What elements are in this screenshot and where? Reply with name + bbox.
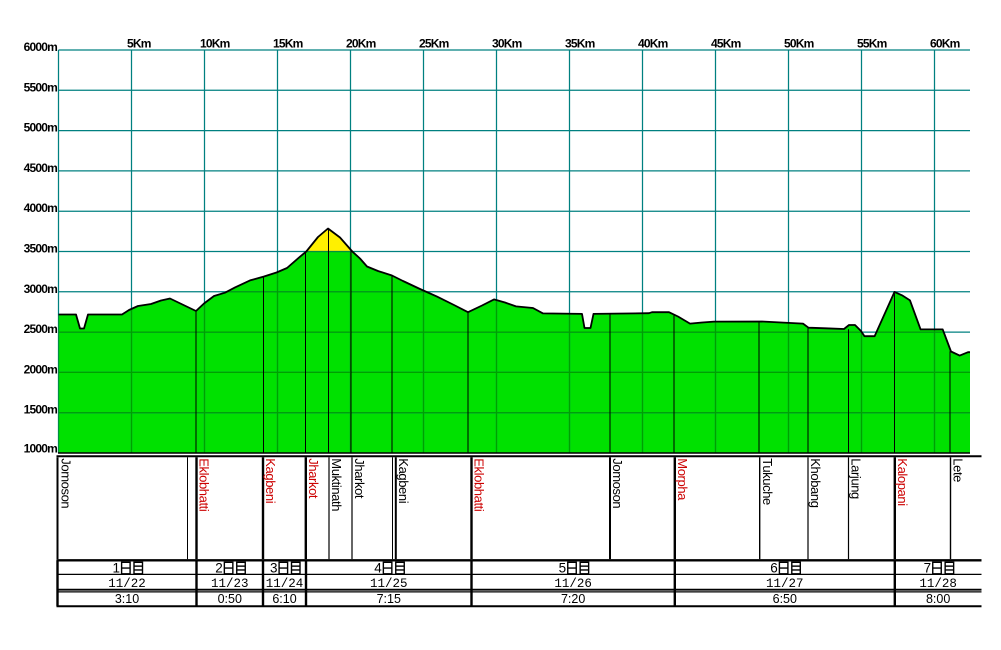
svg-text:Jharkot: Jharkot xyxy=(306,458,321,499)
svg-text:Tukuche: Tukuche xyxy=(760,458,775,505)
svg-text:4500m: 4500m xyxy=(24,161,57,175)
svg-text:6000m: 6000m xyxy=(24,40,57,54)
svg-text:5Km: 5Km xyxy=(127,37,151,51)
svg-text:60Km: 60Km xyxy=(930,37,960,51)
svg-text:7:20: 7:20 xyxy=(561,592,585,606)
svg-text:3: 3 xyxy=(270,561,278,576)
svg-text:3:10: 3:10 xyxy=(115,592,139,606)
svg-text:55Km: 55Km xyxy=(857,37,887,51)
svg-text:1500m: 1500m xyxy=(24,403,57,417)
svg-text:Kalopani: Kalopani xyxy=(895,458,910,506)
svg-text:50Km: 50Km xyxy=(784,37,814,51)
svg-text:7: 7 xyxy=(924,561,932,576)
svg-text:1000m: 1000m xyxy=(24,442,57,456)
svg-text:0:50: 0:50 xyxy=(218,592,242,606)
svg-text:Eklobhatti: Eklobhatti xyxy=(472,458,487,512)
svg-text:11/23: 11/23 xyxy=(211,577,249,591)
svg-text:25Km: 25Km xyxy=(419,37,449,51)
svg-text:Eklobhatti: Eklobhatti xyxy=(197,458,212,512)
svg-text:11/22: 11/22 xyxy=(108,577,146,591)
svg-text:45Km: 45Km xyxy=(711,37,741,51)
svg-text:8:00: 8:00 xyxy=(926,592,950,606)
svg-text:40Km: 40Km xyxy=(638,37,668,51)
svg-text:Muktinath: Muktinath xyxy=(329,458,344,511)
svg-text:6: 6 xyxy=(770,561,778,576)
svg-text:2000m: 2000m xyxy=(24,362,57,376)
svg-text:Kagbeni: Kagbeni xyxy=(396,458,411,503)
svg-text:Jomoson: Jomoson xyxy=(59,458,74,508)
svg-text:10Km: 10Km xyxy=(200,37,230,51)
svg-text:3000m: 3000m xyxy=(24,282,57,296)
svg-text:15Km: 15Km xyxy=(273,37,303,51)
svg-text:11/25: 11/25 xyxy=(370,577,408,591)
svg-text:Jomoson: Jomoson xyxy=(610,458,625,508)
svg-text:4: 4 xyxy=(374,561,382,576)
svg-text:2500m: 2500m xyxy=(24,322,57,336)
svg-text:5500m: 5500m xyxy=(24,80,57,94)
svg-text:11/24: 11/24 xyxy=(266,577,304,591)
svg-text:6:10: 6:10 xyxy=(272,592,296,606)
svg-text:11/28: 11/28 xyxy=(919,577,957,591)
svg-text:35Km: 35Km xyxy=(565,37,595,51)
svg-text:2: 2 xyxy=(215,561,223,576)
svg-text:Khobang: Khobang xyxy=(808,458,823,507)
svg-text:Lete: Lete xyxy=(951,458,966,482)
svg-text:Kagbeni: Kagbeni xyxy=(263,458,278,503)
svg-text:7:15: 7:15 xyxy=(377,592,401,606)
svg-text:1: 1 xyxy=(112,561,120,576)
svg-text:4000m: 4000m xyxy=(24,201,57,215)
svg-text:20Km: 20Km xyxy=(346,37,376,51)
svg-text:5: 5 xyxy=(559,561,567,576)
svg-text:Morpha: Morpha xyxy=(675,458,690,501)
svg-text:Jharkot: Jharkot xyxy=(352,458,367,499)
svg-text:3500m: 3500m xyxy=(24,242,57,256)
svg-text:30Km: 30Km xyxy=(492,37,522,51)
svg-text:11/26: 11/26 xyxy=(554,577,592,591)
svg-text:Larjung: Larjung xyxy=(849,458,864,499)
svg-text:11/27: 11/27 xyxy=(766,577,804,591)
svg-text:6:50: 6:50 xyxy=(773,592,797,606)
svg-text:5000m: 5000m xyxy=(24,121,57,135)
